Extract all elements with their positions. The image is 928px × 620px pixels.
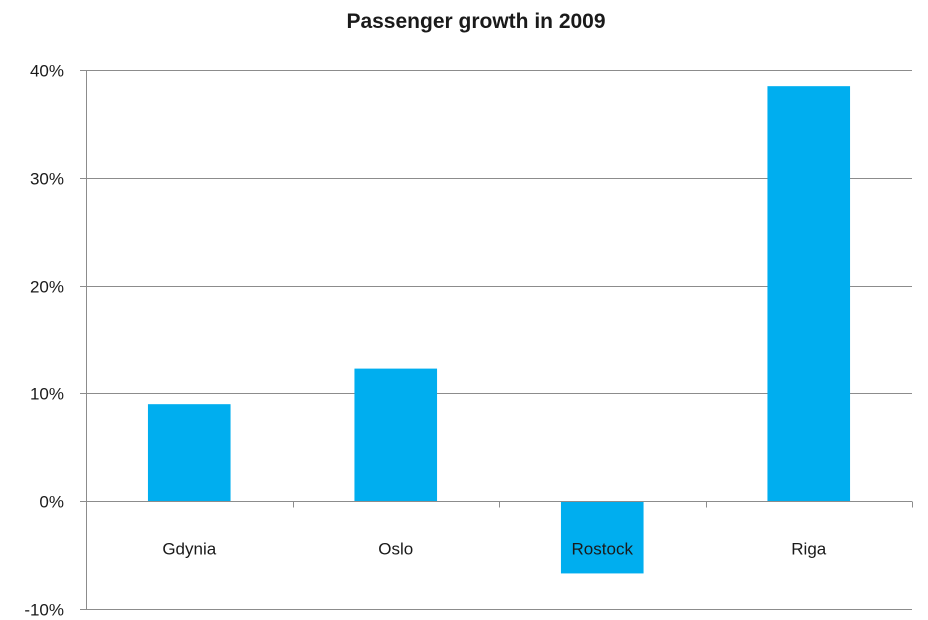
y-tick-label: -10% bbox=[24, 601, 64, 620]
y-tick-label: 0% bbox=[39, 493, 64, 512]
y-tick-label: 20% bbox=[30, 278, 64, 297]
bars bbox=[147, 86, 851, 574]
chart-title: Passenger growth in 2009 bbox=[346, 10, 605, 33]
category-label: Gdynia bbox=[162, 540, 216, 559]
axes bbox=[80, 70, 913, 610]
category-label: Rostock bbox=[572, 540, 634, 559]
labels: -10% 0% 10% 20% 30% 40% Gdynia Oslo Rostock Riga bbox=[24, 62, 826, 620]
bar-gdynia bbox=[147, 404, 231, 502]
bar-rostock bbox=[560, 501, 644, 574]
y-tick-label: 10% bbox=[30, 385, 64, 404]
category-label: Riga bbox=[791, 540, 827, 559]
bar-oslo bbox=[354, 368, 438, 502]
y-tick-label: 40% bbox=[30, 62, 64, 81]
y-tick-label: 30% bbox=[30, 170, 64, 189]
bar-riga bbox=[767, 86, 851, 502]
category-label: Oslo bbox=[378, 540, 413, 559]
